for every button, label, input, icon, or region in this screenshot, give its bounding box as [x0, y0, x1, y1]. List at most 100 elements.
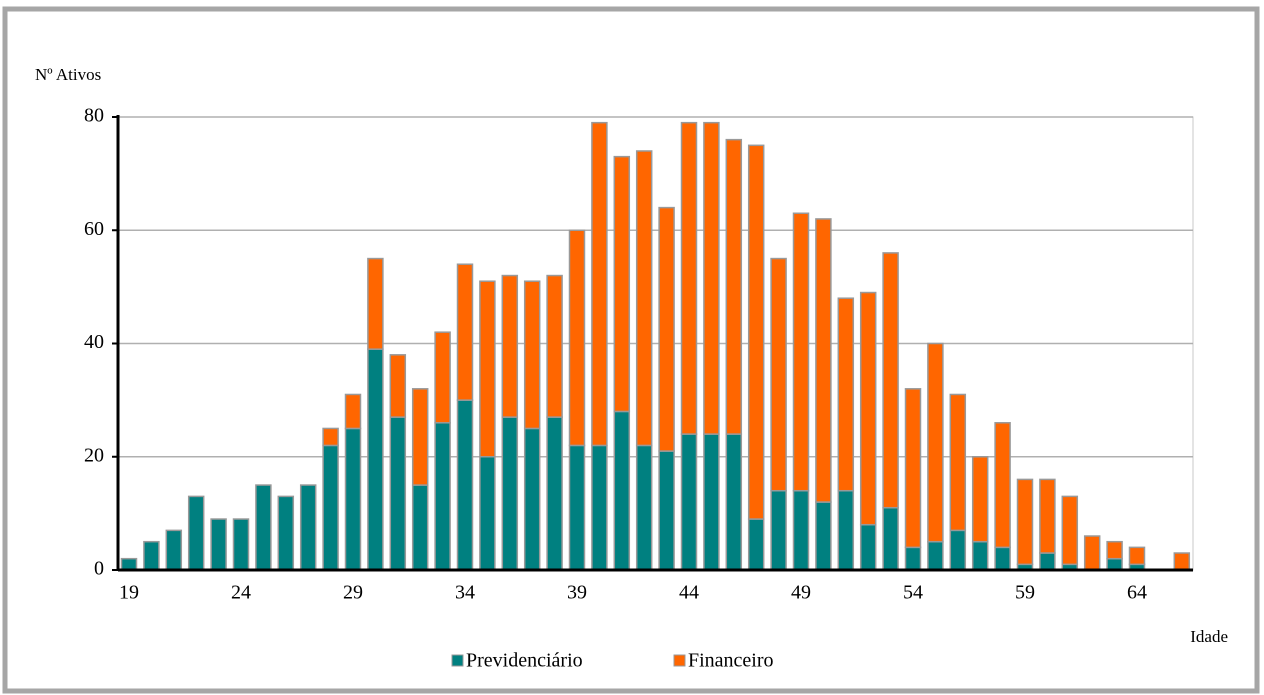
y-tick-label: 80: [84, 105, 104, 127]
bar-segment: [971, 456, 989, 543]
x-axis-label: Idade: [1190, 627, 1228, 646]
x-tick-label: 19: [119, 582, 139, 604]
bar-segment: [546, 416, 563, 571]
bar-segment: [277, 495, 295, 571]
bar-segment: [635, 444, 653, 571]
x-tick-label: 44: [679, 582, 699, 604]
x-tick-label: 59: [1015, 582, 1035, 604]
bar-segment: [815, 218, 832, 503]
bar-segment: [725, 138, 743, 435]
bar-segment: [411, 388, 429, 486]
bar-segment: [971, 540, 989, 571]
legend-marker: [451, 654, 464, 667]
bar-segment: [591, 121, 608, 447]
x-tick-label: 34: [455, 582, 475, 604]
bar-segment: [322, 444, 339, 571]
bar-segment: [1106, 557, 1123, 571]
bar-segment: [546, 274, 563, 418]
bar-segment: [367, 348, 384, 571]
bar-segment: [568, 444, 586, 571]
bar-segment: [1016, 478, 1034, 566]
bar-segment: [725, 433, 743, 571]
bar-segment: [434, 422, 451, 571]
bar-segment: [389, 354, 407, 418]
bar-segment: [1128, 546, 1146, 566]
bar-segment: [1039, 478, 1056, 554]
bar-segment: [770, 257, 787, 492]
bar-segment: [1061, 495, 1079, 566]
bar-segment: [1106, 540, 1123, 560]
bar-segment: [949, 529, 967, 571]
bar-segment: [837, 297, 855, 492]
y-tick-label: 0: [94, 558, 104, 580]
bar-segment: [792, 212, 810, 492]
bar-segment: [389, 416, 407, 571]
legend-label: Previdenciário: [466, 650, 583, 672]
legend-marker: [673, 654, 686, 667]
bar-segment: [1039, 552, 1056, 571]
bar-segment: [479, 456, 496, 571]
y-tick-label: 40: [84, 331, 104, 353]
y-axis-label: Nº Ativos: [35, 65, 101, 84]
bar-segment: [232, 518, 250, 571]
bar-segment: [658, 206, 675, 452]
bar-segment: [344, 393, 362, 430]
bar-segment: [949, 393, 967, 532]
bar-segment: [680, 433, 698, 571]
bar-segment: [994, 422, 1011, 549]
bar-segment: [434, 331, 451, 424]
bar-segment: [927, 540, 944, 571]
x-tick-label: 24: [231, 582, 251, 604]
bar-segment: [613, 410, 631, 571]
bar-segment: [210, 518, 227, 571]
bar-segment: [411, 484, 429, 571]
x-tick-label: 64: [1127, 582, 1147, 604]
bar-segment: [703, 121, 720, 435]
bar-segment: [792, 489, 810, 571]
y-tick-label: 20: [84, 444, 104, 466]
legend-label: Financeiro: [688, 650, 774, 672]
bar-segment: [568, 229, 586, 447]
bar-segment: [635, 150, 653, 447]
bar-segment: [479, 280, 496, 458]
bar-segment: [591, 444, 608, 571]
bar-segment: [904, 546, 922, 571]
x-tick-label: 49: [791, 582, 811, 604]
bar-segment: [658, 450, 675, 571]
bar-segment: [747, 518, 765, 571]
bar-segment: [747, 144, 765, 520]
bar-segment: [456, 263, 474, 401]
bar-segment: [815, 501, 832, 571]
bar-segment: [994, 546, 1011, 571]
bar-segment: [882, 506, 899, 571]
x-tick-label: 29: [343, 582, 363, 604]
bar-segment: [367, 257, 384, 350]
bar-segment: [456, 399, 474, 571]
bar-segment: [1173, 552, 1191, 571]
y-tick-label: 60: [84, 218, 104, 240]
bar-segment: [837, 489, 855, 571]
bar-segment: [344, 427, 362, 571]
x-tick-label: 54: [903, 582, 923, 604]
bar-segment: [501, 274, 519, 418]
bar-segment: [613, 155, 631, 413]
bar-segment: [703, 433, 720, 571]
bar-segment: [523, 280, 541, 430]
bar-segment: [299, 484, 317, 571]
bar-segment: [501, 416, 519, 571]
bar-segment: [770, 489, 787, 571]
bar-segment: [322, 427, 339, 447]
bar-segment: [187, 495, 205, 571]
bar-segment: [120, 557, 138, 571]
bar-segment: [255, 484, 272, 571]
bar-segment: [165, 529, 183, 571]
frame: [2, 6, 1260, 694]
bar-segment: [904, 388, 922, 549]
bar-segment: [1083, 535, 1101, 571]
bar-segment: [143, 540, 160, 571]
bar-segment: [859, 523, 877, 571]
bar-segment: [927, 342, 944, 543]
bar-segment: [680, 121, 698, 435]
